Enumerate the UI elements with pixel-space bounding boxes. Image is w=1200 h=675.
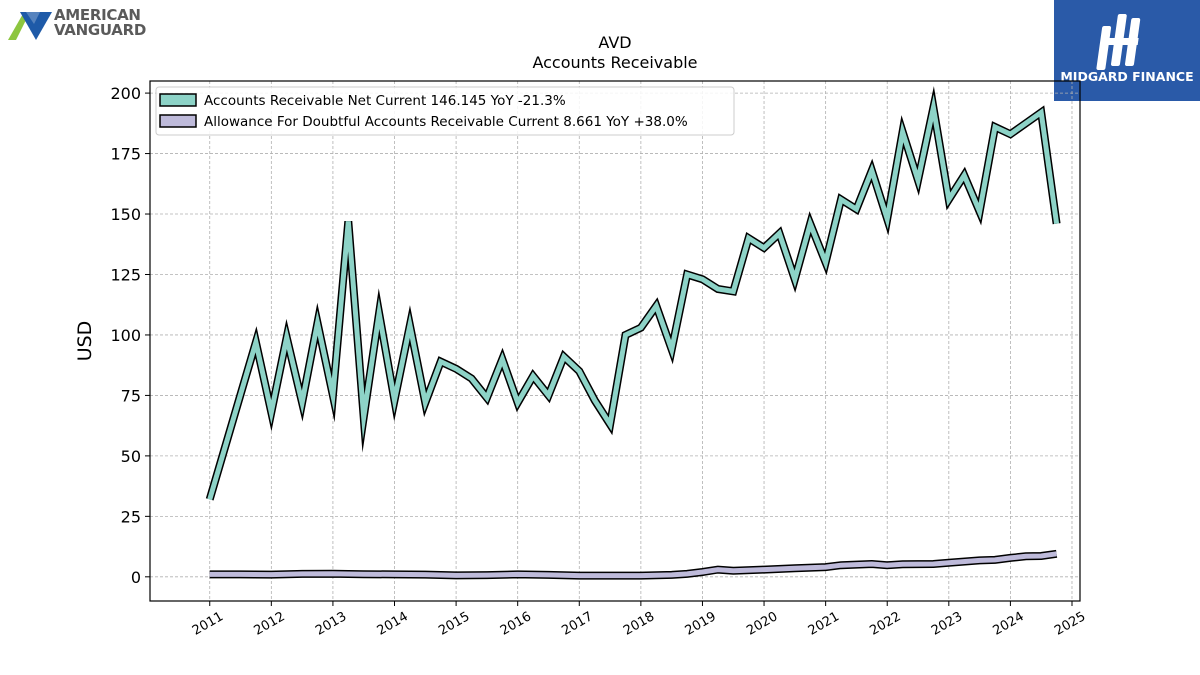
x-tick-label: 2021 [806,609,842,639]
legend-swatch-1 [159,114,197,128]
logo-left-line-2: VANGUARD [54,21,146,39]
y-tick-label: 125 [110,265,141,284]
y-axis: 0 25 50 75 100 125 150 175 200 [110,84,150,587]
legend-box [155,86,735,136]
y-tick-label: 175 [110,145,141,164]
x-tick-label: 2020 [744,609,780,639]
x-tick-label: 2016 [498,609,534,639]
chart-subtitle: Accounts Receivable [532,53,697,72]
x-tick-label: 2025 [1052,609,1088,639]
x-tick-label: 2024 [991,609,1027,639]
grid [150,81,1080,601]
x-tick-label: 2012 [252,609,288,639]
american-vanguard-wordmark: AMERICAN VANGUARD [54,8,146,38]
y-tick-label: 50 [121,447,141,466]
y-tick-label: 75 [121,386,141,405]
legend-label-1: Allowance For Doubtful Accounts Receivab… [204,114,688,130]
series-line-outline-0 [205,86,1061,501]
y-tick-label: 0 [131,568,141,587]
chart-title: AVD [598,33,631,52]
x-tick-label: 2017 [559,609,595,639]
legend-label-0: Accounts Receivable Net Current 146.145 … [204,93,566,109]
midgard-finance-wordmark: MIDGARD FINANCE [1060,69,1194,84]
legend: Accounts Receivable Net Current 146.145 … [155,86,735,136]
x-tick-label: 2015 [436,609,472,639]
american-vanguard-logo: AMERICAN VANGUARD [6,8,166,44]
x-tick-label: 2014 [375,609,411,639]
y-tick-label: 100 [110,326,141,345]
x-tick-label: 2011 [190,609,226,639]
midgard-finance-logo-mark [1096,14,1141,70]
x-tick-label: 2019 [683,609,719,639]
x-tick-label: 2022 [867,609,903,639]
plot-frame [149,80,1081,602]
american-vanguard-logo-mark [8,12,52,40]
logo-left-line-1: AMERICAN [54,6,141,24]
x-axis: 2011 2012 2013 2014 2015 2016 2017 2018 2019 2020… [190,601,1088,639]
legend-swatch-0 [159,93,197,107]
series-layer [205,86,1061,580]
x-tick-label: 2023 [929,609,965,639]
y-tick-label: 25 [121,507,141,526]
x-tick-label: 2018 [621,609,657,639]
midgard-finance-logo: MIDGARD FINANCE [1054,0,1200,101]
y-tick-label: 150 [110,205,141,224]
series-line-0 [207,94,1060,501]
y-axis-label: USD [74,321,96,362]
x-tick-label: 2013 [313,609,349,639]
series-line-1 [209,551,1057,579]
y-tick-label: 200 [110,84,141,103]
